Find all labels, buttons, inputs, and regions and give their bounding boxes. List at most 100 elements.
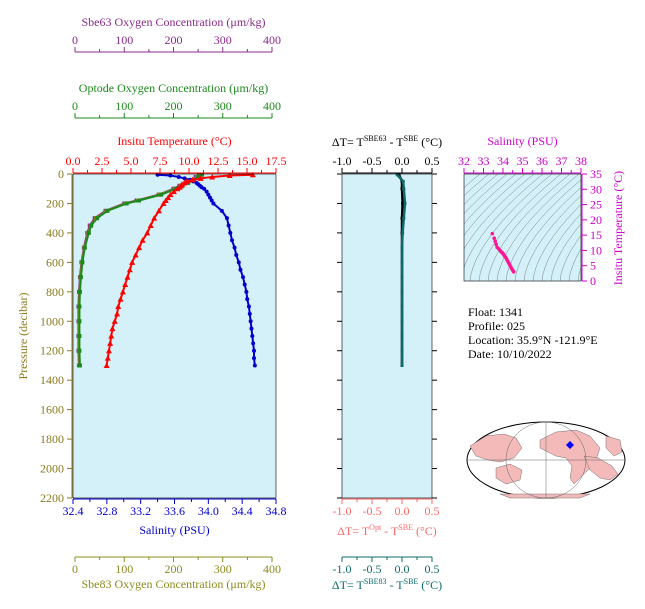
temperature-point: [126, 266, 133, 273]
temperature-point: [174, 185, 181, 192]
ts-temperature-axis-tick-label: 10: [590, 243, 602, 257]
temperature-point: [165, 194, 172, 201]
optode-oxygen-point: [80, 260, 85, 265]
optode-oxygen-point: [200, 172, 205, 177]
salinity-point: [209, 198, 214, 203]
ts-temperature-axis-tick-label: 15: [590, 228, 602, 242]
salinity-point: [238, 267, 243, 272]
salinity-point: [228, 230, 233, 235]
delta-t-point: [400, 290, 404, 294]
float-info: Float: 1341 Profile: 025 Location: 35.9°…: [468, 305, 598, 361]
map-land-south-america: [583, 455, 619, 481]
sbe83-axis-tick-label: 0: [72, 562, 78, 576]
temperature-point: [197, 175, 204, 181]
map-land-americas: [539, 429, 601, 485]
optode-oxygen-point: [78, 275, 83, 280]
ts-salinity-axis-tick-label: 36: [536, 154, 548, 168]
optode-oxygen-point: [159, 192, 164, 197]
temperature-point: [107, 340, 114, 346]
ts-salinity-axis-title: Salinity (PSU): [487, 134, 557, 148]
ts-temperature-axis-tick-label: 5: [590, 259, 596, 273]
location: Location: 35.9°N -121.9°E: [468, 333, 598, 347]
float-id: Float: 1341: [468, 305, 524, 319]
optode-axis-tick-label: 200: [165, 99, 183, 113]
delta-t-plot-frame: [341, 173, 433, 499]
delta-t-point: [401, 179, 405, 183]
salinity-point: [230, 238, 235, 243]
delta-t-sbe63-axis-tick-label: -1.0: [333, 154, 352, 168]
ts-point: [492, 236, 497, 240]
pressure-axis-tick-label: 200: [46, 196, 64, 210]
salinity-point: [219, 208, 224, 213]
profile-number: Profile: 025: [468, 319, 525, 333]
ts-density-contour: [469, 174, 553, 281]
salinity-point: [246, 304, 251, 309]
salinity-point: [204, 189, 209, 194]
salinity-point: [245, 297, 250, 302]
temperature-point: [226, 172, 233, 178]
temperature-axis-tick-label: 12.5: [208, 154, 229, 168]
delta-t-point: [403, 201, 407, 205]
salinity-point: [202, 186, 207, 191]
delta-t-opt-axis-tick-label: -1.0: [333, 504, 352, 518]
main-series-layer: [76, 171, 257, 368]
ts-temperature-axis-tick-label: 20: [590, 213, 602, 227]
salinity-point: [252, 356, 257, 361]
delta-t-sbe63-axis-tick-label: -0.5: [363, 154, 382, 168]
ts-temperature-axis-tick-label: 0: [590, 274, 596, 288]
delta-t-point: [400, 334, 404, 338]
temperature-point: [170, 188, 177, 195]
float-location-marker: [566, 441, 574, 449]
ts-plot-area: [464, 174, 581, 281]
ts-density-contour: [487, 174, 571, 281]
sbe63-axis-tick-label: 100: [115, 33, 133, 47]
optode-oxygen-point: [77, 334, 82, 338]
pressure-axis-tick-label: 1800: [40, 432, 64, 446]
salinity-point: [226, 223, 231, 228]
optode-axis-tick-label: 400: [263, 99, 281, 113]
salinity-axis-tick-label: 33.6: [164, 504, 185, 518]
ts-density-contour: [541, 213, 581, 281]
temperature-axis-tick-label: 0.0: [66, 154, 81, 168]
optode-oxygen-point: [86, 230, 91, 235]
temperature-axis-tick-label: 7.5: [153, 154, 168, 168]
ts-density-contour: [568, 248, 581, 281]
ts-point: [490, 231, 495, 236]
temperature-point: [155, 207, 162, 214]
salinity-point: [249, 326, 254, 331]
pressure-axis-tick-label: 2200: [40, 491, 64, 505]
delta-t-point: [402, 187, 406, 191]
delta-t-sbe83-axis-tick-label: 0.0: [395, 562, 410, 576]
temperature-point: [162, 197, 169, 204]
optode-axis-tick-label: 0: [72, 99, 78, 113]
map-land-asia: [469, 433, 523, 463]
delta-t-point: [400, 349, 404, 353]
map-land-europe-africa: [605, 435, 623, 457]
sbe63-axis-title: Sbe63 Oxygen Concentration (μm/kg): [81, 15, 265, 29]
optode-oxygen-point: [105, 208, 110, 213]
salinity-point: [234, 253, 239, 257]
optode-oxygen-point: [77, 348, 82, 353]
temperature-point: [117, 296, 124, 302]
temperature-point: [189, 176, 196, 183]
pressure-axis-tick-label: 0: [58, 167, 64, 181]
temperature-point: [132, 252, 139, 258]
delta-t-point: [400, 246, 404, 250]
delta-t-point: [400, 260, 404, 264]
temperature-point: [144, 229, 151, 236]
ts-point: [494, 242, 498, 247]
ts-density-contour: [464, 174, 544, 269]
ts-temperature-axis-title: Insitu Temperature (°C): [611, 171, 625, 285]
salinity-point: [211, 201, 216, 206]
temperature-axis-title: Insitu Temperature (°C): [117, 134, 231, 148]
salinity-axis-title: Salinity (PSU): [139, 523, 209, 537]
pressure-axis-tick-label: 1600: [40, 403, 64, 417]
main-plot-frame: [72, 173, 277, 499]
delta-t-series-layer: [395, 173, 407, 367]
temperature-point: [114, 310, 121, 317]
main-plot-area: [73, 174, 276, 498]
sbe63-axis-tick-label: 400: [263, 33, 281, 47]
salinity-point: [182, 176, 187, 181]
optode-oxygen-point: [89, 223, 94, 228]
